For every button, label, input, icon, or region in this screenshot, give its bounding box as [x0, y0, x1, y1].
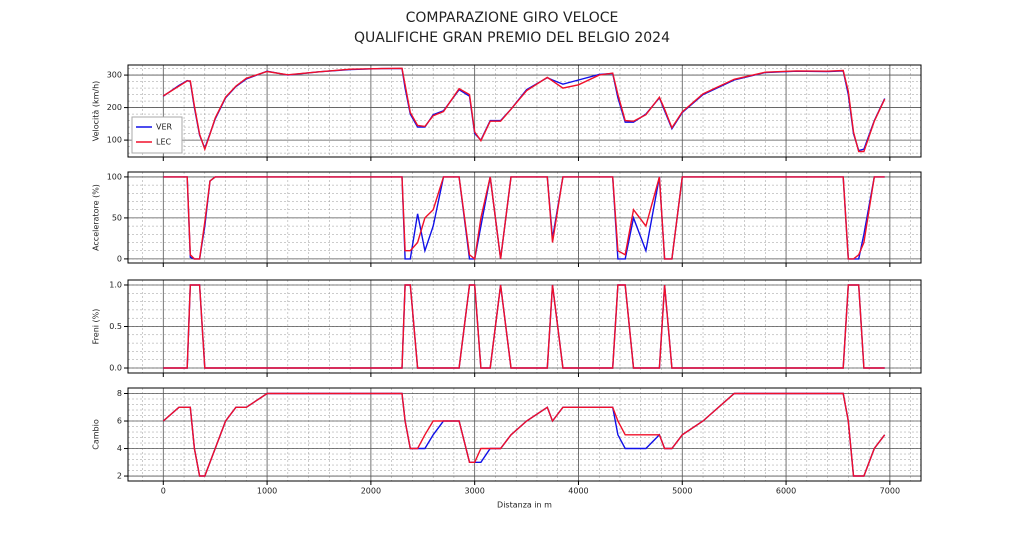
y-tick-label: 8	[117, 389, 122, 398]
series-line	[162, 392, 886, 477]
y-tick-label: 1.0	[109, 280, 122, 289]
y-tick-label: 200	[107, 103, 122, 112]
plot-frame	[127, 64, 922, 158]
y-tick-label: 100	[107, 172, 122, 181]
series-line	[162, 67, 886, 153]
x-tick-label: 5000	[672, 487, 692, 496]
y-tick-label: 0	[117, 254, 122, 263]
x-tick-label: 0	[161, 487, 166, 496]
x-axis-label: Distanza in m	[497, 501, 552, 510]
y-axis-label: Freni (%)	[92, 309, 101, 345]
series-line	[162, 392, 886, 477]
plot-frame	[127, 171, 922, 264]
y-tick-label: 0.5	[109, 322, 122, 331]
series-line	[162, 67, 886, 152]
y-axis-label: Velocità (km/h)	[92, 81, 101, 142]
y-tick-label: 50	[112, 213, 122, 222]
legend-label: VER	[156, 123, 173, 132]
x-tick-label: 4000	[568, 487, 588, 496]
x-tick-label: 1000	[257, 487, 277, 496]
y-tick-label: 0.0	[109, 364, 122, 373]
y-tick-label: 6	[117, 417, 122, 426]
y-axis-label: Cambio	[92, 419, 101, 450]
plot-frame	[127, 279, 922, 374]
x-tick-label: 7000	[880, 487, 900, 496]
x-tick-label: 2000	[361, 487, 381, 496]
y-tick-label: 100	[107, 136, 122, 145]
plot-frame	[127, 387, 922, 482]
x-tick-label: 3000	[464, 487, 484, 496]
series-line	[163, 284, 885, 369]
series-line	[163, 176, 885, 261]
y-tick-label: 4	[117, 444, 122, 453]
y-tick-label: 2	[117, 472, 122, 481]
subtitle: QUALIFICHE GRAN PREMIO DEL BELGIO 2024	[354, 30, 670, 46]
legend-label: LEC	[156, 138, 172, 147]
title: COMPARAZIONE GIRO VELOCE	[406, 10, 619, 26]
x-tick-label: 6000	[776, 487, 796, 496]
legend-box	[131, 116, 183, 154]
y-axis-label: Acceleratore (%)	[92, 184, 101, 251]
y-tick-label: 300	[107, 71, 122, 80]
